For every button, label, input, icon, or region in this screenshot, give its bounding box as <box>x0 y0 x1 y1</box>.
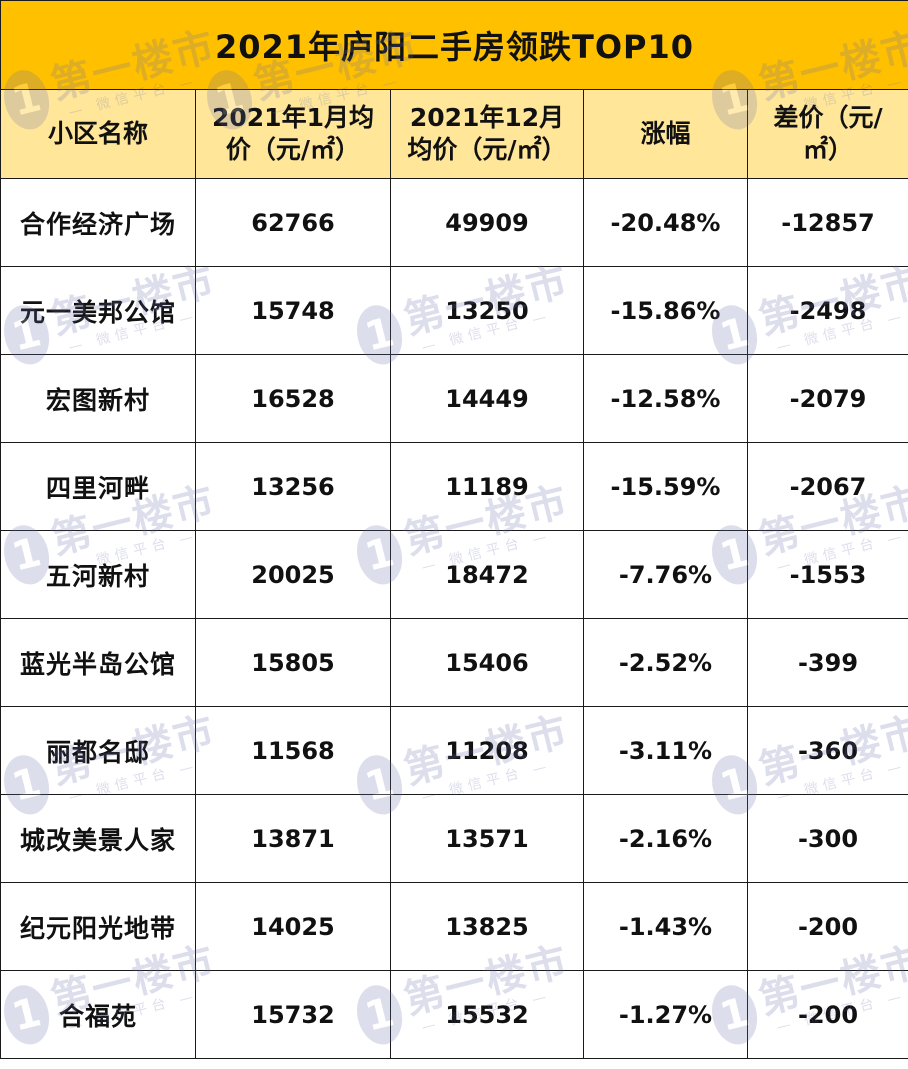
change-rate: -15.86% <box>583 266 748 355</box>
jan-price: 15748 <box>195 266 391 355</box>
header-community-name: 小区名称 <box>0 89 196 179</box>
community-name: 元一美邦公馆 <box>0 266 196 355</box>
table-row: 五河新村 20025 18472 -7.76% -1553 <box>0 530 908 619</box>
price-diff: -1553 <box>746 530 908 619</box>
community-name: 五河新村 <box>0 530 196 619</box>
change-rate: -12.58% <box>583 354 748 443</box>
dec-price: 18472 <box>390 530 584 619</box>
community-name: 宏图新村 <box>0 354 196 443</box>
header-jan-price: 2021年1月均价（元/㎡） <box>195 89 391 179</box>
table-row: 合福苑 15732 15532 -1.27% -200 <box>0 970 908 1059</box>
community-name: 合福苑 <box>0 970 196 1059</box>
price-diff: -200 <box>746 970 908 1059</box>
dec-price: 11189 <box>390 442 584 531</box>
table-row: 丽都名邸 11568 11208 -3.11% -360 <box>0 706 908 795</box>
table-row: 元一美邦公馆 15748 13250 -15.86% -2498 <box>0 266 908 355</box>
title-row: 2021年庐阳二手房领跌TOP10 <box>0 0 908 90</box>
dec-price: 13825 <box>390 882 584 971</box>
change-rate: -7.76% <box>583 530 748 619</box>
header-price-diff: 差价（元/㎡） <box>746 89 908 179</box>
header-change-rate: 涨幅 <box>583 89 748 179</box>
price-diff: -300 <box>746 794 908 883</box>
table-row: 纪元阳光地带 14025 13825 -1.43% -200 <box>0 882 908 971</box>
jan-price: 20025 <box>195 530 391 619</box>
change-rate: -15.59% <box>583 442 748 531</box>
price-diff: -12857 <box>746 178 908 267</box>
price-diff: -399 <box>746 618 908 707</box>
header-dec-price: 2021年12月均价（元/㎡） <box>390 89 584 179</box>
table-row: 蓝光半岛公馆 15805 15406 -2.52% -399 <box>0 618 908 707</box>
table-title: 2021年庐阳二手房领跌TOP10 <box>0 0 908 90</box>
dec-price: 49909 <box>390 178 584 267</box>
dec-price: 13250 <box>390 266 584 355</box>
dec-price: 13571 <box>390 794 584 883</box>
change-rate: -1.43% <box>583 882 748 971</box>
price-diff: -2067 <box>746 442 908 531</box>
table-row: 合作经济广场 62766 49909 -20.48% -12857 <box>0 178 908 267</box>
community-name: 丽都名邸 <box>0 706 196 795</box>
change-rate: -1.27% <box>583 970 748 1059</box>
jan-price: 16528 <box>195 354 391 443</box>
dec-price: 15532 <box>390 970 584 1059</box>
dec-price: 15406 <box>390 618 584 707</box>
change-rate: -2.52% <box>583 618 748 707</box>
jan-price: 15732 <box>195 970 391 1059</box>
jan-price: 14025 <box>195 882 391 971</box>
community-name: 城改美景人家 <box>0 794 196 883</box>
jan-price: 13256 <box>195 442 391 531</box>
price-diff: -2498 <box>746 266 908 355</box>
change-rate: -3.11% <box>583 706 748 795</box>
dec-price: 11208 <box>390 706 584 795</box>
table-row: 四里河畔 13256 11189 -15.59% -2067 <box>0 442 908 531</box>
table-row: 城改美景人家 13871 13571 -2.16% -300 <box>0 794 908 883</box>
jan-price: 15805 <box>195 618 391 707</box>
header-row: 小区名称 2021年1月均价（元/㎡） 2021年12月均价（元/㎡） 涨幅 差… <box>0 89 908 179</box>
change-rate: -20.48% <box>583 178 748 267</box>
change-rate: -2.16% <box>583 794 748 883</box>
dec-price: 14449 <box>390 354 584 443</box>
community-name: 蓝光半岛公馆 <box>0 618 196 707</box>
community-name: 纪元阳光地带 <box>0 882 196 971</box>
jan-price: 11568 <box>195 706 391 795</box>
price-diff: -360 <box>746 706 908 795</box>
jan-price: 13871 <box>195 794 391 883</box>
table-row: 宏图新村 16528 14449 -12.58% -2079 <box>0 354 908 443</box>
community-name: 合作经济广场 <box>0 178 196 267</box>
price-diff: -2079 <box>746 354 908 443</box>
jan-price: 62766 <box>195 178 391 267</box>
price-diff: -200 <box>746 882 908 971</box>
community-name: 四里河畔 <box>0 442 196 531</box>
